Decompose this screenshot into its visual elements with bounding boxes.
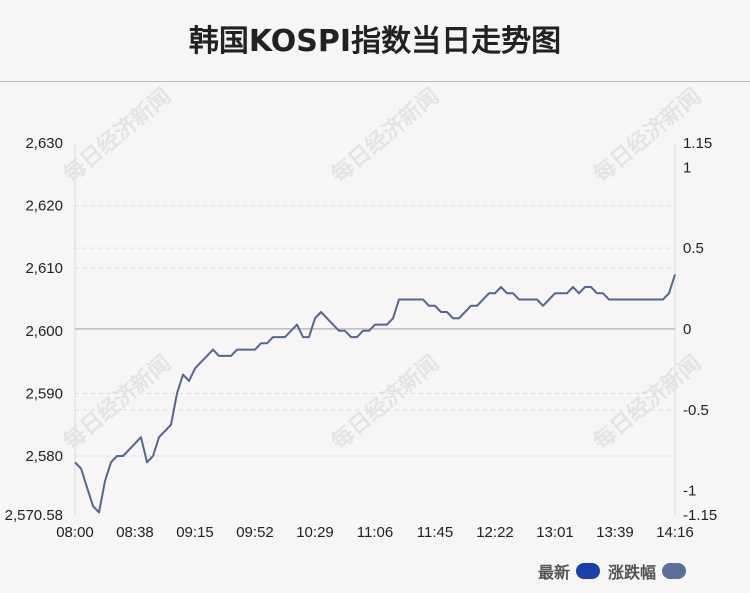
legend-swatch-latest (575, 563, 600, 579)
x-tick-label: 13:01 (536, 524, 574, 541)
y-right-tick-label: 0.5 (683, 240, 704, 257)
chart-legend: 最新 涨跌幅 (538, 559, 686, 583)
x-tick-label: 09:15 (176, 524, 214, 541)
y-left-tick-label: 2,570.58 (5, 507, 63, 524)
x-tick-label: 12:22 (476, 524, 514, 541)
y-right-tick-label: -1.15 (683, 507, 717, 524)
title-divider (0, 81, 750, 82)
x-tick-label: 13:39 (596, 524, 634, 541)
x-tick-label: 08:00 (56, 524, 94, 541)
x-tick-label: 11:45 (417, 524, 453, 541)
legend-label-change: 涨跌幅 (607, 563, 656, 582)
legend-item-latest[interactable]: 最新 (538, 559, 600, 583)
legend-item-change[interactable]: 涨跌幅 (608, 559, 686, 583)
y-left-tick-label: 2,630 (25, 135, 63, 152)
y-right-tick-label: -0.5 (683, 402, 709, 419)
index-series-line (74, 274, 676, 514)
y-right-tick-label: 0 (683, 321, 691, 338)
x-tick-label: 09:52 (236, 524, 274, 541)
y-left-tick-label: 2,600 (25, 323, 63, 340)
y-left-tick-label: 2,590 (25, 385, 63, 402)
y-right-tick-label: 1.15 (683, 135, 712, 152)
chart-title: 韩国KOSPI指数当日走势图 (188, 24, 562, 59)
y-left-tick-label: 2,620 (25, 198, 63, 215)
y-left-tick-label: 2,610 (25, 260, 63, 277)
legend-label-latest: 最新 (537, 563, 570, 582)
y-right-tick-label: 1 (683, 159, 691, 176)
x-tick-label: 14:16 (656, 524, 694, 541)
x-tick-label: 11:06 (357, 524, 393, 541)
y-right-tick-label: -1 (683, 483, 696, 500)
legend-swatch-change (662, 563, 686, 579)
x-tick-label: 10:29 (296, 524, 334, 541)
x-tick-label: 08:38 (116, 524, 154, 541)
y-left-tick-label: 2,580 (25, 448, 63, 465)
